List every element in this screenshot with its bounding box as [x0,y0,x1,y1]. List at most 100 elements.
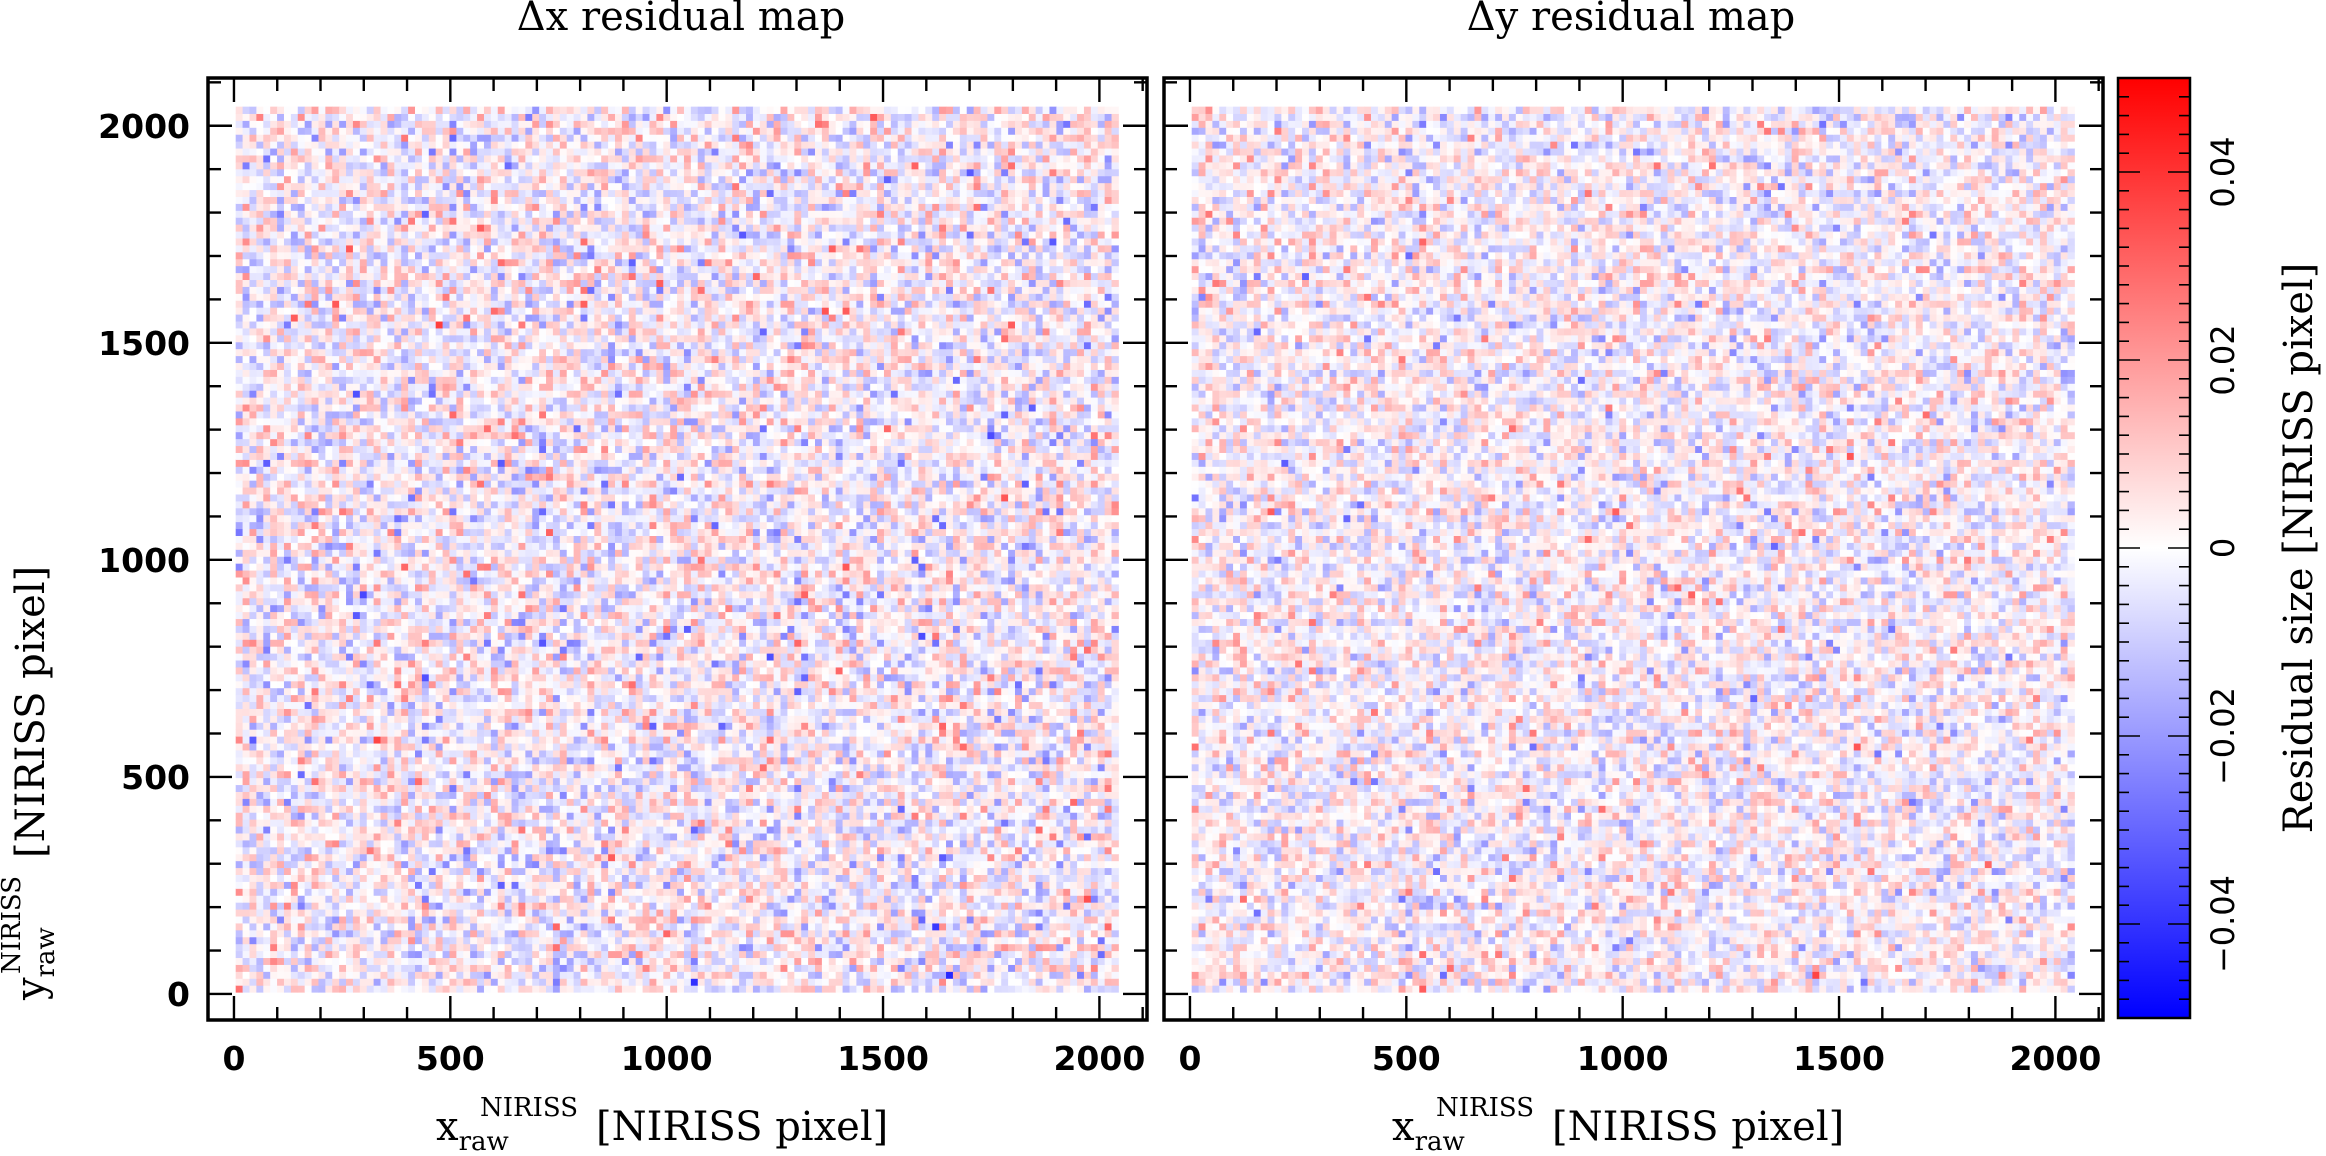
heatmap-cell [470,965,477,972]
heatmap-cell [1036,888,1043,895]
heatmap-cell [822,882,829,889]
heatmap-cell [456,743,463,750]
heatmap-cell [325,958,332,965]
heatmap-cell [815,743,822,750]
heatmap-cell [1077,729,1084,736]
heatmap-cell [1070,757,1077,764]
heatmap-cell [546,840,553,847]
heatmap-cell [801,722,808,729]
heatmap-cell [918,978,925,985]
heatmap-cell [243,895,250,902]
heatmap-cell [836,785,843,792]
heatmap-cell [1077,895,1084,902]
heatmap-cell [746,750,753,757]
heatmap-cell [953,944,960,951]
heatmap-cell [249,965,256,972]
heatmap-cell [449,875,456,882]
heatmap-cell [898,944,905,951]
heatmap-cell [953,978,960,985]
heatmap-cell [284,868,291,875]
heatmap-cell [994,909,1001,916]
heatmap-cell [774,799,781,806]
heatmap-cell [560,958,567,965]
heatmap-cell [505,978,512,985]
heatmap-cell [1008,902,1015,909]
heatmap-cell [546,985,553,992]
heatmap-cell [725,916,732,923]
heatmap-cell [987,805,994,812]
heatmap-cell [463,778,470,785]
heatmap-cell [877,937,884,944]
heatmap-cell [698,958,705,965]
heatmap-cell [256,799,263,806]
heatmap-cell [394,882,401,889]
heatmap-cell [332,965,339,972]
heatmap-cell [925,985,932,992]
heatmap-cell [746,792,753,799]
heatmap-cell [401,792,408,799]
heatmap-cell [981,764,988,771]
heatmap-cell [663,819,670,826]
heatmap-cell [1001,916,1008,923]
heatmap-cell [312,902,319,909]
heatmap-cell [318,736,325,743]
heatmap-cell [987,930,994,937]
heatmap-cell [891,819,898,826]
heatmap-cell [1091,937,1098,944]
heatmap-cell [739,971,746,978]
heatmap-cell [401,902,408,909]
heatmap-cell [870,971,877,978]
heatmap-cell [505,958,512,965]
heatmap-cell [339,895,346,902]
heatmap-cell [1001,888,1008,895]
heatmap-cell [801,799,808,806]
heatmap-cell [305,978,312,985]
heatmap-cell [498,764,505,771]
heatmap-cell [512,895,519,902]
heatmap-cell [394,923,401,930]
heatmap-cell [1022,778,1029,785]
heatmap-cell [1070,805,1077,812]
heatmap-cell [381,847,388,854]
heatmap-cell [1091,771,1098,778]
heatmap-cell [367,985,374,992]
heatmap-cell [739,812,746,819]
heatmap-cell [1084,868,1091,875]
heatmap-cell [374,944,381,951]
heatmap-cell [767,895,774,902]
heatmap-cell [953,902,960,909]
heatmap-cell [684,985,691,992]
heatmap-cell [1056,902,1063,909]
heatmap-cell [781,792,788,799]
heatmap-cell [974,930,981,937]
heatmap-cell [574,868,581,875]
heatmap-cell [332,854,339,861]
heatmap-cell [1001,861,1008,868]
heatmap-cell [401,868,408,875]
heatmap-cell [967,819,974,826]
heatmap-cell [539,868,546,875]
heatmap-cell [898,778,905,785]
heatmap-cell [387,916,394,923]
heatmap-cell [553,978,560,985]
heatmap-cell [594,750,601,757]
heatmap-cell [636,805,643,812]
heatmap-cell [994,805,1001,812]
heatmap-cell [932,757,939,764]
heatmap-cell [339,792,346,799]
heatmap-cell [1105,847,1112,854]
heatmap-cell [443,764,450,771]
heatmap-cell [470,944,477,951]
heatmap-cell [318,812,325,819]
heatmap-cell [636,951,643,958]
heatmap-cell [656,985,663,992]
heatmap-cell [518,937,525,944]
heatmap-cell [601,882,608,889]
heatmap-cell [415,930,422,937]
heatmap-cell [484,923,491,930]
heatmap-cell [456,792,463,799]
heatmap-cell [449,916,456,923]
heatmap-cell [987,778,994,785]
heatmap-cell [470,757,477,764]
heatmap-cell [236,833,243,840]
